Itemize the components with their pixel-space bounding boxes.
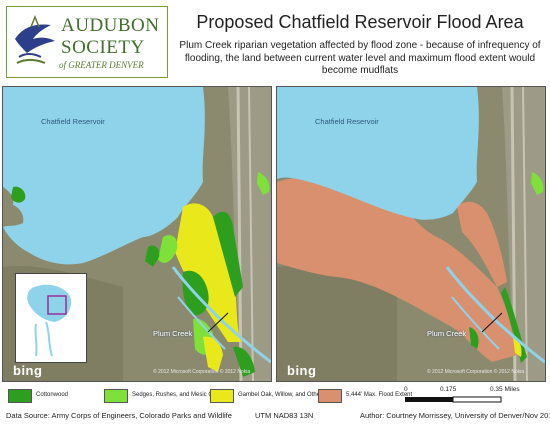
scale-tick-label: 0.35 Miles: [490, 386, 520, 393]
legend-swatch: [104, 389, 128, 403]
projection-label: UTM NAD83 13N: [255, 411, 314, 420]
audubon-logo: AUDUBON SOCIETY of GREATER DENVER: [6, 6, 168, 78]
flood-extent-map-graphic: [277, 87, 545, 381]
locator-inset-map: [15, 273, 87, 363]
legend-item-shrub: Gambel Oak, Willow, and Other Shrub: [210, 389, 350, 403]
map-subtitle: Plum Creek riparian vegetation affected …: [179, 40, 541, 76]
data-source-credit: Data Source: Army Corps of Engineers, Co…: [6, 411, 232, 420]
map-credit: © 2012 Microsoft Corporation © 2012 Noki…: [427, 369, 525, 375]
footer: Data Source: Army Corps of Engineers, Co…: [0, 408, 550, 425]
logo-text-audubon: AUDUBON: [61, 15, 160, 36]
flood-extent-map-panel[interactable]: Chatfield Reservoir Plum Creek bing © 20…: [276, 86, 546, 382]
legend-item-sedges: Sedges, Rushes, and Mesic Grasses: [104, 389, 244, 403]
legend-swatch: [318, 389, 342, 403]
legend: Cottonwood Sedges, Rushes, and Mesic Gra…: [0, 385, 550, 407]
scale-bar: 0 0.175 0.35 Miles: [400, 386, 550, 406]
author-credit: Author: Courtney Morrissey, University o…: [360, 411, 550, 420]
bird-icon: [15, 14, 55, 64]
legend-swatch: [210, 389, 234, 403]
legend-label: Cottonwood: [36, 392, 69, 398]
reservoir-label: Chatfield Reservoir: [41, 117, 105, 126]
map-credit: © 2012 Microsoft Corporation © 2012 Noki…: [153, 369, 251, 375]
legend-item-cottonwood: Cottonwood: [8, 389, 118, 403]
creek-label: Plum Creek: [427, 329, 467, 338]
creek-label: Plum Creek: [153, 329, 193, 338]
legend-label: Sedges, Rushes, and Mesic Grasses: [132, 392, 231, 398]
reservoir-label: Chatfield Reservoir: [315, 117, 379, 126]
legend-item-flood-extent: 5,444' Max. Flood Extent: [318, 389, 412, 403]
vegetation-map-panel[interactable]: Chatfield Reservoir Plum Creek bing © 20…: [2, 86, 272, 382]
legend-swatch: [8, 389, 32, 403]
legend-label: Gambel Oak, Willow, and Other Shrub: [238, 392, 340, 398]
bing-logo: bing: [13, 363, 43, 378]
vegetation-map-graphic: [3, 87, 271, 381]
bing-logo: bing: [287, 363, 317, 378]
logo-text-society: SOCIETY: [61, 37, 145, 58]
map-title: Proposed Chatfield Reservoir Flood Area: [196, 12, 524, 32]
legend-label: 5,444' Max. Flood Extent: [346, 392, 413, 398]
scale-bar-graphic: [405, 396, 502, 403]
scale-tick-label: 0.175: [440, 386, 457, 393]
logo-text-greater-denver: of GREATER DENVER: [59, 60, 144, 70]
scale-tick-label: 0: [404, 386, 408, 393]
locator-inset-graphic: [16, 274, 86, 362]
header: AUDUBON SOCIETY of GREATER DENVER Propos…: [0, 0, 550, 86]
